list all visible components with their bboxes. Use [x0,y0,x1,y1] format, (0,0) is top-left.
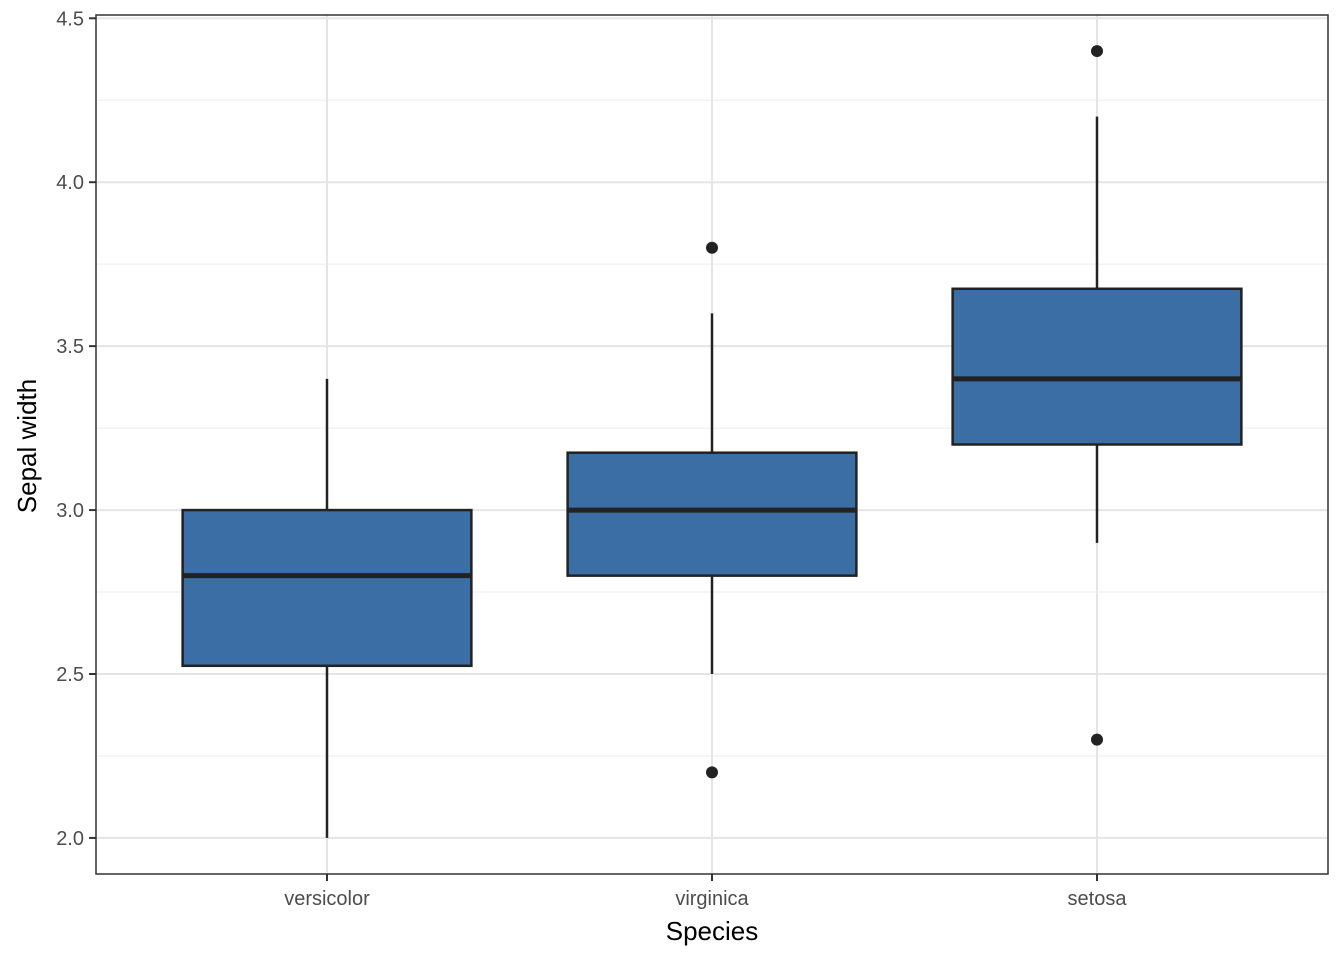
x-axis: versicolor virginica setosa [284,874,1127,910]
y-tick-label: 2.0 [56,828,84,850]
box-virginica [566,241,858,779]
outlier-point [706,766,718,779]
boxes [181,45,1243,838]
y-tick-label: 3.0 [56,500,84,522]
y-tick-label: 4.5 [56,8,84,30]
outlier-point [706,241,718,254]
x-tick-label-setosa: setosa [1068,888,1128,910]
x-axis-title: Species [666,916,759,946]
box-iqr [181,508,473,668]
y-tick-label: 2.5 [56,664,84,686]
box-setosa [951,45,1243,746]
y-tick-label: 4.0 [56,172,84,194]
x-tick-label-versicolor: versicolor [284,888,370,910]
box-iqr [951,287,1243,446]
box-versicolor [181,378,473,838]
y-tick-label: 3.5 [56,336,84,358]
outlier-point [1091,733,1103,746]
outlier-point [1091,45,1103,58]
x-tick-label-virginica: virginica [675,888,749,910]
y-axis: 2.0 2.5 3.0 3.5 4.0 4.5 [56,8,96,850]
box-iqr [566,451,858,577]
y-axis-title: Sepal width [12,379,42,513]
